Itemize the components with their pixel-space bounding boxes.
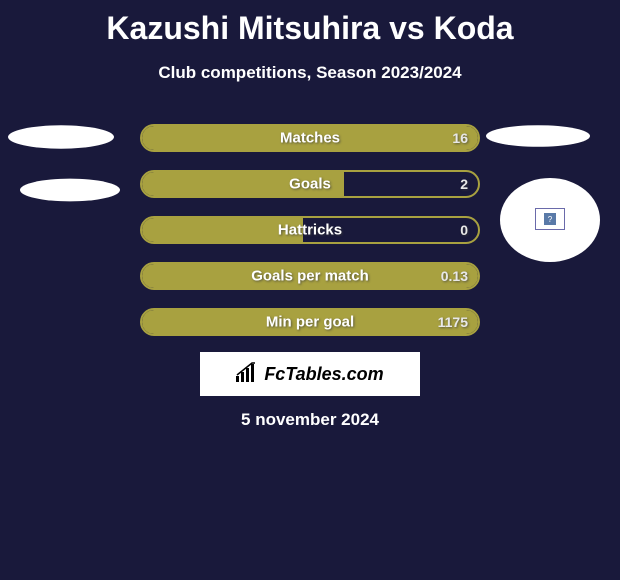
- stat-bar-value: 2: [460, 176, 468, 192]
- logo-text: FcTables.com: [264, 364, 383, 385]
- page-title: Kazushi Mitsuhira vs Koda: [0, 0, 620, 47]
- stat-bar-label: Min per goal: [266, 314, 354, 331]
- stat-bar-label: Hattricks: [278, 222, 342, 239]
- stat-bar-value: 0.13: [441, 268, 468, 284]
- page-subtitle: Club competitions, Season 2023/2024: [0, 63, 620, 83]
- stat-bar-value: 1175: [438, 314, 468, 330]
- player-left-avatar-placeholder-1: [8, 125, 114, 148]
- stat-bar-value: 0: [460, 222, 468, 238]
- stat-bar: Goals 2: [140, 170, 480, 198]
- stat-bar-label: Goals per match: [251, 268, 369, 285]
- question-mark-icon: ?: [544, 213, 556, 225]
- stats-bars-container: Matches 16 Goals 2 Hattricks 0 Goals per match…: [140, 124, 480, 354]
- stat-bar: Matches 16: [140, 124, 480, 152]
- date-label: 5 november 2024: [0, 410, 620, 430]
- stat-bar: Goals per match 0.13: [140, 262, 480, 290]
- stat-bar: Hattricks 0: [140, 216, 480, 244]
- stat-bar-label: Matches: [280, 130, 340, 147]
- player-right-avatar-placeholder-1: [486, 125, 590, 147]
- fctables-logo: FcTables.com: [200, 352, 420, 396]
- missing-image-icon: ?: [535, 208, 565, 230]
- player-left-avatar-placeholder-2: [20, 179, 120, 202]
- stat-bar-label: Goals: [289, 176, 331, 193]
- stat-bar: Min per goal 1175: [140, 308, 480, 336]
- chart-icon: [236, 362, 258, 387]
- stat-bar-value: 16: [452, 130, 468, 146]
